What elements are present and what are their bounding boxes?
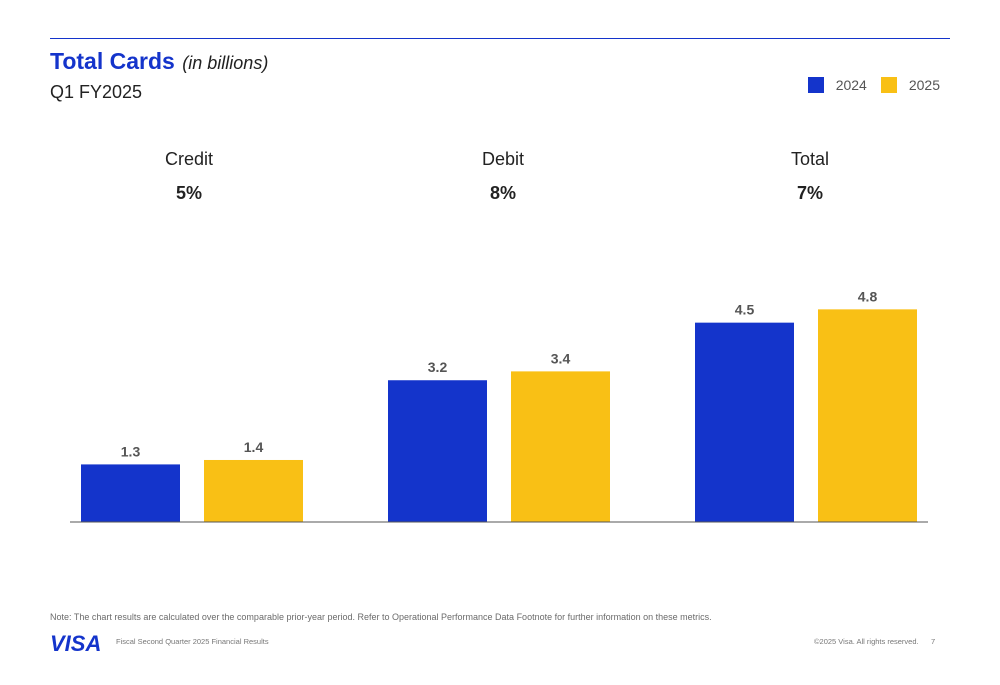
top-rule (50, 38, 950, 39)
legend-item-2025: 2025 (880, 77, 940, 93)
data-label-debit-2025: 3.4 (551, 350, 571, 366)
bar-credit-2025 (204, 459, 303, 522)
visa-logo-text: VISA (50, 632, 101, 654)
title-main: Total Cards (50, 48, 175, 74)
title-unit: (in billions) (182, 53, 269, 73)
page-number: 7 (931, 637, 936, 646)
bar-chart: Credit 5% 1.3 1.4 Debit 8% 3.2 3.4 Total 7% 4.5 4.8 (70, 149, 928, 523)
legend-item-2024: 2024 (807, 77, 867, 93)
legend-label-2025: 2025 (908, 77, 940, 93)
category-growth-credit: 5% (176, 183, 202, 203)
legend-label-2024: 2024 (835, 77, 867, 93)
category-growth-debit: 8% (490, 183, 516, 203)
copyright: ©2025 Visa. All rights reserved. (814, 637, 919, 646)
category-label-credit: Credit (165, 149, 213, 169)
visa-logo: VISA (50, 632, 101, 654)
legend-swatch-2024 (807, 77, 824, 93)
chart-legend: 2024 2025 (794, 77, 940, 93)
data-label-total-2024: 4.5 (735, 302, 755, 318)
bar-total-2025 (818, 309, 917, 522)
category-label-debit: Debit (482, 149, 524, 169)
data-label-credit-2024: 1.3 (121, 443, 141, 459)
category-growth-total: 7% (797, 183, 823, 203)
data-label-debit-2024: 3.2 (428, 359, 448, 375)
footnote: Note: The chart results are calculated o… (50, 612, 712, 622)
bar-debit-2025 (511, 371, 610, 522)
bar-credit-2024 (81, 464, 180, 522)
page-title: Total Cards (in billions) (50, 47, 268, 79)
category-label-total: Total (791, 149, 829, 169)
bar-debit-2024 (388, 380, 487, 522)
page-subtitle: Q1 FY2025 (50, 82, 143, 102)
footer-label: Fiscal Second Quarter 2025 Financial Res… (116, 637, 269, 646)
data-label-credit-2025: 1.4 (244, 439, 264, 455)
data-label-total-2025: 4.8 (858, 288, 878, 304)
legend-swatch-2025 (880, 77, 897, 93)
bar-total-2024 (695, 322, 794, 522)
